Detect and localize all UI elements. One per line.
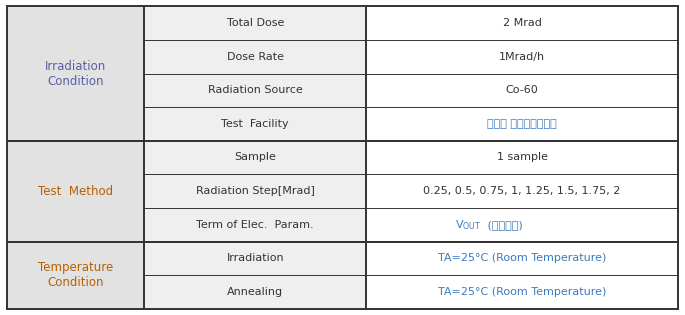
Text: Temperature
Condition: Temperature Condition	[38, 261, 113, 289]
Text: $\mathregular{V_{OUT}}$: $\mathregular{V_{OUT}}$	[455, 218, 481, 232]
Bar	[145, 275, 366, 309]
Bar	[7, 141, 145, 242]
Bar	[7, 242, 145, 309]
Text: Dose Rate: Dose Rate	[227, 52, 284, 62]
Bar	[366, 73, 678, 107]
Text: Irradiation
Condition: Irradiation Condition	[45, 60, 106, 88]
Bar	[366, 6, 678, 40]
Bar	[366, 141, 678, 174]
Bar	[145, 73, 366, 107]
Text: 0.25, 0.5, 0.75, 1, 1.25, 1.5, 1.75, 2: 0.25, 0.5, 0.75, 1, 1.25, 1.5, 1.75, 2	[423, 186, 621, 196]
Text: 1Mrad/h: 1Mrad/h	[499, 52, 545, 62]
Text: Radiation Source: Radiation Source	[208, 85, 303, 95]
Text: Test  Method: Test Method	[38, 185, 113, 198]
Text: Total Dose: Total Dose	[227, 18, 284, 28]
Bar	[145, 141, 366, 174]
Bar	[145, 174, 366, 208]
Text: TA=25°C (Room Temperature): TA=25°C (Room Temperature)	[438, 253, 606, 263]
Bar	[366, 174, 678, 208]
Text: Term of Elec.  Param.: Term of Elec. Param.	[197, 220, 314, 230]
Bar	[145, 242, 366, 275]
Bar	[366, 107, 678, 141]
Bar	[366, 242, 678, 275]
Bar	[7, 6, 145, 141]
Bar	[366, 208, 678, 242]
Bar	[366, 40, 678, 73]
Text: KAERI: KAERI	[298, 127, 551, 200]
Text: Irradiation: Irradiation	[227, 253, 284, 263]
Bar	[366, 275, 678, 309]
Bar	[145, 208, 366, 242]
Bar	[145, 40, 366, 73]
Text: Annealing: Annealing	[227, 287, 284, 297]
Text: 1 sample: 1 sample	[497, 152, 547, 163]
Text: 고준위 방사선조사장치: 고준위 방사선조사장치	[487, 119, 557, 129]
Text: Radiation Step[Mrad]: Radiation Step[Mrad]	[196, 186, 314, 196]
Text: (피크전압): (피크전압)	[484, 220, 523, 230]
Text: Test  Facility: Test Facility	[221, 119, 289, 129]
Text: Co-60: Co-60	[506, 85, 538, 95]
Bar	[145, 107, 366, 141]
Text: 2 Mrad: 2 Mrad	[503, 18, 542, 28]
Text: Sample: Sample	[234, 152, 276, 163]
Bar	[145, 6, 366, 40]
Text: TA=25°C (Room Temperature): TA=25°C (Room Temperature)	[438, 287, 606, 297]
